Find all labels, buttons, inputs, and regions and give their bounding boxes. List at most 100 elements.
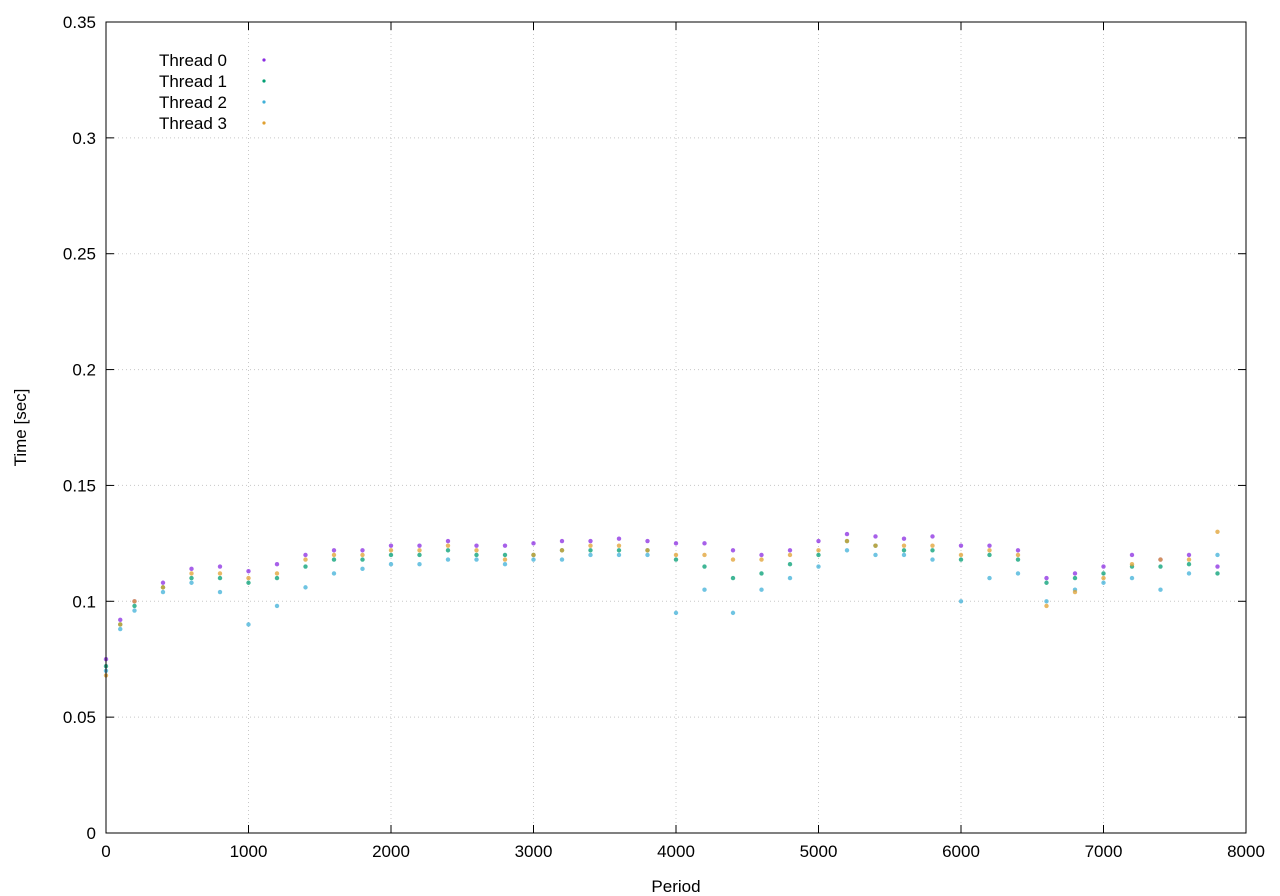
data-point bbox=[930, 534, 935, 539]
data-point bbox=[331, 552, 337, 558]
x-tick-label: 0 bbox=[101, 842, 110, 861]
data-point bbox=[958, 552, 964, 558]
legend-marker bbox=[262, 58, 266, 62]
data-point bbox=[1044, 603, 1049, 609]
data-point bbox=[331, 557, 337, 562]
x-tick-label: 7000 bbox=[1085, 842, 1123, 861]
data-point bbox=[1186, 571, 1192, 576]
data-point bbox=[759, 587, 764, 592]
tick-labels: 0 1000 2000 3000 4000 5000 6000 7000 8000 0 0.05 0.… bbox=[63, 13, 1265, 861]
data-point bbox=[844, 548, 850, 553]
data-point bbox=[502, 557, 508, 562]
data-point bbox=[816, 564, 821, 569]
legend-entry-label: Thread 0 bbox=[159, 51, 227, 70]
data-point bbox=[217, 564, 223, 569]
data-point bbox=[1186, 552, 1192, 558]
data-point bbox=[616, 552, 622, 558]
y-tick-label: 0.15 bbox=[63, 476, 96, 495]
data-point bbox=[730, 557, 736, 562]
data-point bbox=[388, 552, 394, 558]
data-point bbox=[930, 548, 935, 553]
data-point bbox=[1215, 552, 1220, 558]
legend-marker bbox=[262, 121, 266, 125]
data-point bbox=[673, 557, 679, 562]
data-point bbox=[417, 552, 422, 558]
data-point bbox=[331, 571, 337, 576]
data-point bbox=[217, 571, 223, 576]
data-point bbox=[189, 580, 194, 585]
data-point bbox=[958, 599, 964, 604]
x-axis-title: Period bbox=[651, 877, 700, 896]
data-point bbox=[531, 541, 536, 546]
data-point bbox=[445, 538, 451, 544]
data-point bbox=[559, 548, 565, 553]
data-point bbox=[217, 575, 223, 581]
x-tick-label: 2000 bbox=[372, 842, 410, 861]
data-point bbox=[1101, 571, 1106, 576]
data-points bbox=[103, 529, 1220, 678]
data-point bbox=[502, 552, 508, 558]
data-point bbox=[474, 543, 479, 548]
data-point bbox=[930, 543, 935, 548]
data-point bbox=[388, 562, 394, 567]
data-point bbox=[445, 557, 451, 562]
data-point bbox=[1215, 571, 1220, 576]
data-point bbox=[1015, 571, 1021, 576]
data-point bbox=[1072, 575, 1078, 581]
data-point bbox=[274, 575, 280, 581]
data-point bbox=[987, 543, 992, 548]
data-point bbox=[331, 548, 337, 553]
data-point bbox=[388, 543, 394, 548]
data-point bbox=[730, 548, 736, 553]
data-point bbox=[474, 552, 479, 558]
data-point bbox=[645, 552, 650, 558]
data-point bbox=[502, 562, 508, 567]
data-point bbox=[873, 543, 878, 548]
legend-entry-label: Thread 3 bbox=[159, 114, 227, 133]
data-point bbox=[873, 534, 878, 539]
data-point bbox=[303, 585, 308, 590]
data-point bbox=[360, 552, 365, 558]
data-point bbox=[531, 557, 536, 562]
data-point bbox=[274, 571, 280, 576]
data-point bbox=[160, 589, 166, 595]
data-point bbox=[360, 548, 365, 553]
y-tick-label: 0.2 bbox=[72, 361, 96, 380]
data-point bbox=[702, 541, 707, 546]
series-1 bbox=[103, 538, 1220, 669]
data-point bbox=[702, 552, 707, 558]
data-point bbox=[1158, 587, 1163, 592]
data-point bbox=[474, 557, 479, 562]
data-point bbox=[787, 562, 793, 567]
data-point bbox=[1101, 580, 1106, 585]
series-2 bbox=[103, 548, 1220, 673]
data-point bbox=[246, 568, 251, 574]
data-point bbox=[901, 548, 907, 553]
data-point bbox=[987, 552, 992, 558]
data-point bbox=[1101, 575, 1106, 581]
x-tick-label: 1000 bbox=[230, 842, 268, 861]
y-tick-label: 0.35 bbox=[63, 13, 96, 32]
data-point bbox=[246, 580, 251, 585]
data-point bbox=[588, 552, 593, 558]
data-point bbox=[559, 557, 565, 562]
data-point bbox=[246, 575, 251, 581]
y-tick-label: 0.3 bbox=[72, 129, 96, 148]
y-tick-label: 0 bbox=[87, 824, 96, 843]
data-point bbox=[759, 557, 764, 562]
data-point bbox=[132, 603, 137, 609]
data-point bbox=[417, 543, 422, 548]
data-point bbox=[417, 548, 422, 553]
legend-marker bbox=[262, 100, 266, 104]
data-point bbox=[1015, 548, 1021, 553]
data-point bbox=[645, 538, 650, 544]
data-point bbox=[873, 552, 878, 558]
data-point bbox=[360, 566, 365, 572]
legend-entry-label: Thread 1 bbox=[159, 72, 227, 91]
data-point bbox=[901, 536, 907, 541]
data-point bbox=[588, 538, 593, 544]
data-point bbox=[531, 552, 536, 558]
data-point bbox=[759, 552, 764, 558]
data-point bbox=[217, 589, 223, 595]
data-point bbox=[645, 548, 650, 553]
